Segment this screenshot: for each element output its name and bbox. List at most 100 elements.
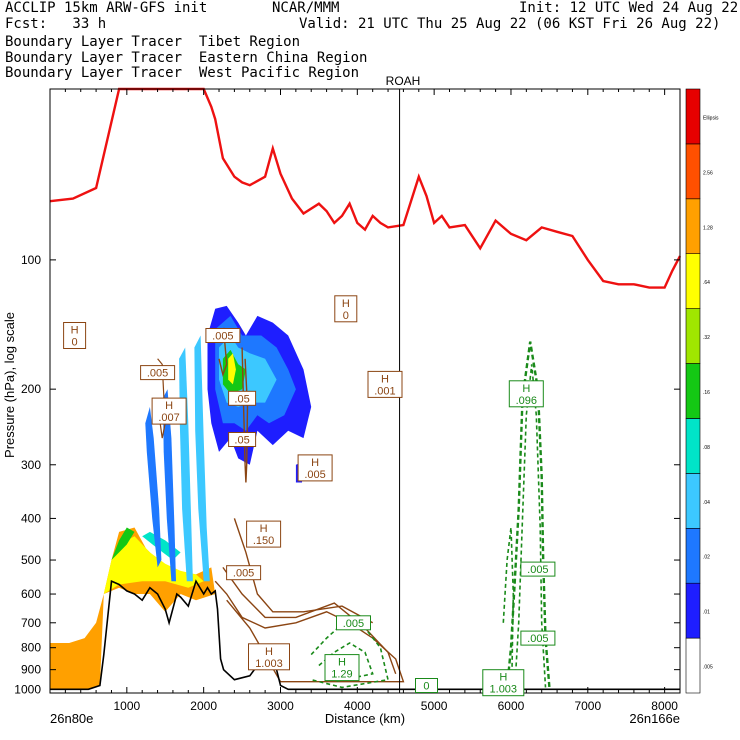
header-institution: NCAR/MMM (272, 0, 340, 16)
x-tick-label: 6000 (498, 699, 525, 713)
colorbar-swatch (685, 418, 701, 474)
y-axis-title: Pressure (hPa), log scale (2, 312, 17, 458)
high-marker: .005 (140, 365, 176, 381)
colorbar-swatch (685, 637, 701, 694)
legend-west-pacific: Boundary Layer Tracer West Pacific Regio… (5, 65, 360, 81)
tracer-fill-plume-2 (162, 389, 176, 582)
tracer-fill-plume-4 (194, 335, 210, 582)
header-init-time: Init: 12 UTC Wed 24 Aug 22 (519, 0, 739, 16)
high-marker-box (520, 561, 556, 577)
station-marker-label: ROAH (386, 74, 421, 88)
high-marker-box (482, 669, 525, 697)
colorbar-swatch (685, 527, 701, 584)
high-marker-box (151, 397, 187, 425)
high-marker: .05 (228, 432, 257, 447)
high-marker: .005 (226, 565, 262, 581)
high-marker-box (334, 295, 358, 323)
x-tick-label: 8000 (651, 699, 678, 713)
high-marker: .005 (205, 328, 241, 343)
high-marker-value: .005 (304, 469, 325, 481)
colorbar-swatch (685, 253, 701, 309)
colorbar-label: .32 (703, 335, 710, 341)
high-marker-value: 0 (72, 337, 78, 349)
colorbar-label: .04 (703, 500, 710, 506)
high-marker-letter: H (265, 646, 273, 658)
tracer-fill-anvil-peak (228, 353, 236, 385)
high-marker-value: .005 (212, 331, 233, 343)
west-pacific-contour-5 (502, 527, 515, 688)
x-tick-label: 2000 (190, 699, 217, 713)
high-marker: H.007 (151, 397, 187, 425)
high-marker-box (367, 370, 403, 398)
eastern-china-contour-3 (233, 518, 374, 624)
colorbar-label: .005 (703, 665, 713, 671)
header-forecast-hour: Fcst: 33 h (5, 16, 107, 32)
x-end-label: 26n166e (629, 711, 680, 726)
high-marker-box (336, 615, 371, 631)
high-marker: H0 (63, 322, 87, 349)
high-marker-value: .096 (516, 395, 537, 407)
high-marker-box (63, 322, 87, 349)
high-markers: H0H0.005.005H.007.05.05H.001H.005H.150.0… (63, 295, 556, 697)
high-marker-box (415, 678, 438, 693)
high-marker: H.005 (297, 454, 333, 482)
x-tick-label: 3000 (267, 699, 294, 713)
colorbar-label: .01 (703, 610, 710, 616)
y-tick-label: 200 (21, 382, 41, 396)
high-marker-value: .005 (527, 633, 548, 645)
colorbar-swatch (685, 143, 701, 200)
high-marker-box (140, 365, 176, 381)
colorbar-label: .02 (703, 555, 710, 561)
high-marker-value: .007 (158, 412, 179, 424)
colorbar-label: 1.28 (703, 225, 713, 231)
x-start-label: 26n80e (50, 711, 93, 726)
x-tick-label: 4000 (344, 699, 371, 713)
high-marker-value: .005 (527, 564, 548, 576)
y-tick-label: 100 (21, 253, 41, 267)
high-marker-box (248, 643, 290, 671)
x-tick-label: 5000 (421, 699, 448, 713)
high-marker: .005 (336, 615, 371, 631)
high-marker-letter: H (522, 383, 530, 395)
high-marker-value: .005 (343, 618, 364, 630)
high-marker-box (520, 630, 556, 646)
tracer-fill-plume-3 (179, 347, 193, 582)
tracer-shading (50, 305, 312, 690)
legend-tibet: Boundary Layer Tracer Tibet Region (5, 34, 301, 50)
high-marker-box (324, 654, 360, 682)
high-marker-letter: H (381, 373, 389, 385)
high-marker-box (246, 520, 282, 548)
axes: 1000 2000 3000 4000 5000 6000 7000 800010020030… (14, 88, 681, 713)
high-marker: .05 (228, 390, 257, 406)
colorbar: .005 .01 .02 .04 .08 .16 .32 .64 1.28 2.56 Ellipsi… (685, 88, 719, 694)
colorbar-swatch (685, 198, 701, 255)
y-tick-label: 600 (21, 587, 41, 601)
high-marker: 0 (415, 678, 438, 693)
y-tick-label: 1000 (14, 682, 41, 696)
high-marker: .005 (520, 630, 556, 646)
high-marker: H.096 (508, 380, 544, 408)
high-marker-letter: H (260, 523, 268, 535)
tracer-fill-plume-1 (145, 406, 162, 568)
high-marker: H.150 (246, 520, 282, 548)
x-tick-label: 7000 (574, 699, 601, 713)
high-marker: H0 (334, 295, 358, 323)
high-marker-letter: H (311, 457, 319, 469)
high-marker-box (228, 390, 257, 406)
high-marker: .005 (520, 561, 556, 577)
high-marker-letter: H (338, 657, 346, 669)
legend-eastern-china: Boundary Layer Tracer Eastern China Regi… (5, 50, 368, 66)
colorbar-swatch (685, 473, 701, 529)
west-pacific-contour-1 (310, 616, 389, 689)
tropopause-layer (49, 87, 682, 289)
y-tick-label: 300 (21, 458, 41, 472)
tracer-fill-yellow (103, 536, 204, 594)
header-valid-time: Valid: 21 UTC Thu 25 Aug 22 (06 KST Fri … (299, 16, 721, 32)
high-marker: H1.29 (324, 654, 360, 682)
colorbar-swatch (685, 582, 701, 639)
high-marker-letter: H (71, 325, 79, 337)
high-marker: H1.003 (482, 669, 525, 697)
tracer-fill-green-low (111, 527, 135, 560)
tracer-fill-orange (50, 527, 216, 690)
